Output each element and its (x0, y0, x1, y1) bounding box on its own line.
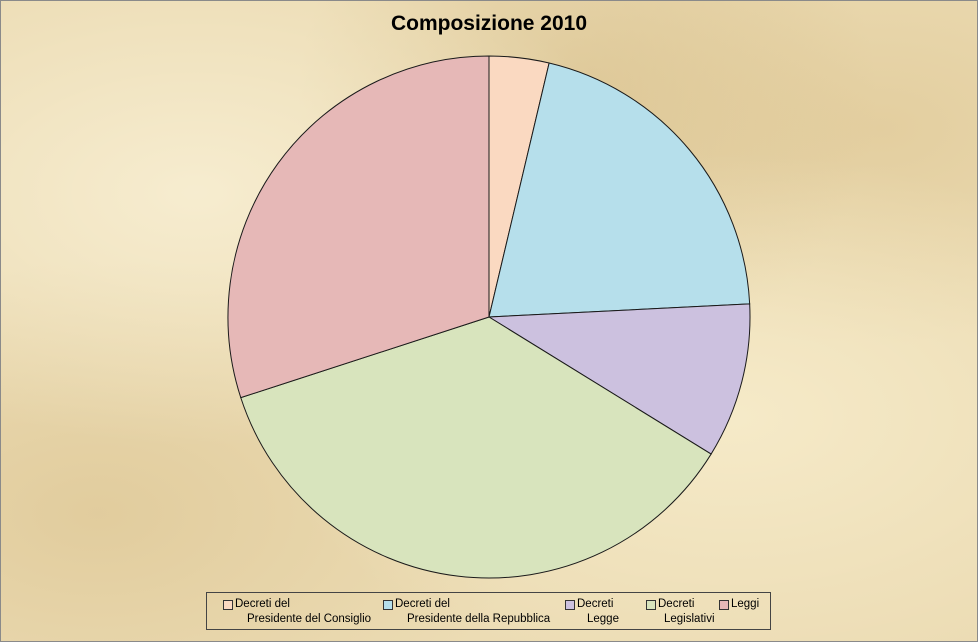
legend-label: Decreti del Presidente della Repubblica (395, 597, 550, 627)
legend-label-line: Presidente del Consiglio (247, 613, 372, 625)
legend-label: Leggi (731, 597, 759, 612)
pie-slice-decreti-legge (487, 303, 751, 455)
legend-label: Decreti del Presidente del Consiglio (235, 597, 371, 627)
pie-slice-leggi (227, 55, 490, 399)
legend-label-line: Decreti (577, 598, 614, 610)
legend-label-line: Leggi (731, 598, 760, 610)
legend-swatch (383, 600, 393, 610)
legend-swatch (565, 600, 575, 610)
chart-title: Composizione 2010 (390, 12, 588, 35)
legend-label-line: Decreti del (395, 598, 450, 610)
legend-label-line: Legge (587, 613, 619, 625)
legend-label-line: Presidente della Repubblica (407, 613, 551, 625)
legend-label-line: Legislativi (664, 613, 715, 625)
legend-label: Decreti Legislativi (658, 597, 715, 627)
legend-label-line: Decreti (658, 598, 695, 610)
legend-swatch (223, 600, 233, 610)
legend-swatch (646, 600, 656, 610)
legend-label: Decreti Legge (577, 597, 619, 627)
pie-slice-decreti-legislativi (240, 316, 712, 579)
legend: Decreti del Presidente del Consiglio Decre… (206, 592, 771, 630)
pie-slice-decreti-del-presidente-della-repubblica (488, 62, 751, 318)
legend-swatch (719, 600, 729, 610)
legend-label-line: Decreti del (235, 598, 290, 610)
